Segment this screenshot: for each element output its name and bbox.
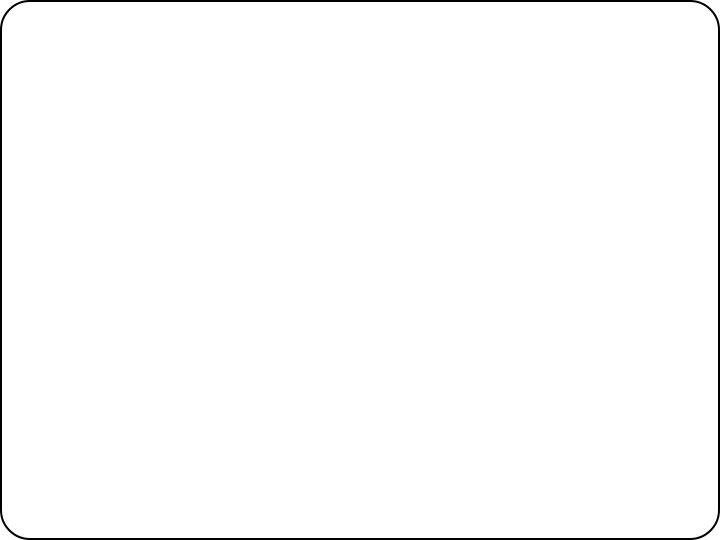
pm-figure-svg <box>362 42 682 302</box>
figure-4 <box>362 42 682 342</box>
figure-3 <box>42 42 332 342</box>
am-figure-svg <box>42 42 332 342</box>
